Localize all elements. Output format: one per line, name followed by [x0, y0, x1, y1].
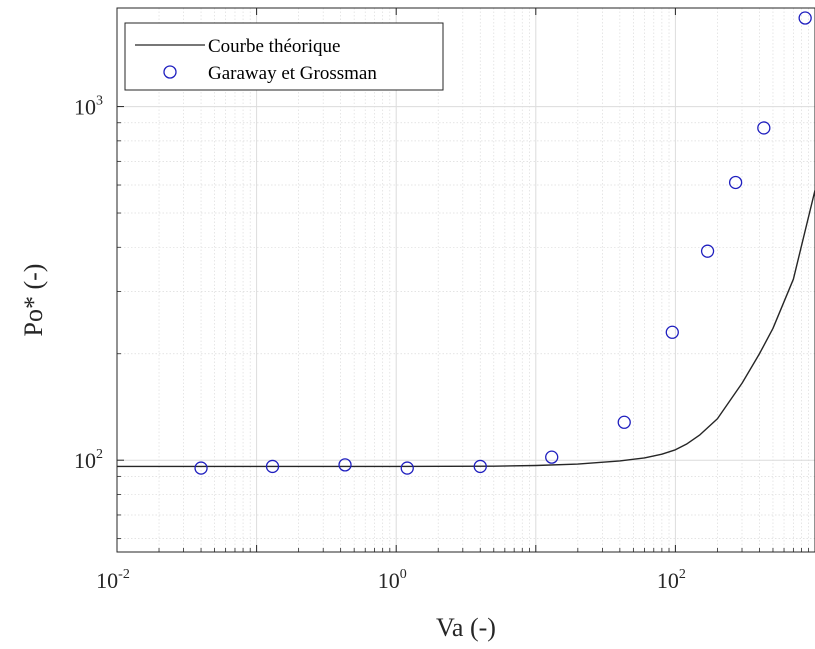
plot-background — [117, 8, 815, 552]
data-point-garaway-grossman — [338, 458, 352, 472]
legend: Courbe théorique Garaway et Grossman — [124, 22, 444, 91]
y-tick-label: 102 — [74, 447, 103, 473]
data-point-garaway-grossman — [757, 121, 771, 135]
x-tick-label: 10-2 — [96, 567, 130, 593]
data-point-garaway-grossman — [728, 175, 743, 190]
plot-frame — [116, 7, 815, 553]
y-tick-labels: 102 103 — [74, 94, 103, 474]
series-line-courbe-theorique — [117, 190, 815, 468]
data-point-garaway-grossman — [545, 450, 559, 464]
data-point-garaway-grossman — [265, 459, 280, 474]
x-tick-labels: 10-2 100 102 — [96, 567, 686, 593]
data-point-garaway-grossman — [194, 461, 208, 475]
legend-entry-garaway-et-grossman: Garaway et Grossman — [208, 63, 377, 84]
legend-marker-swatch — [163, 65, 177, 79]
legend-entry-courbe-theorique: Courbe théorique — [208, 36, 340, 57]
data-point-garaway-grossman — [700, 244, 715, 258]
series-layer — [117, 11, 815, 475]
minor-grid — [117, 8, 815, 552]
x-tick-label: 100 — [378, 567, 407, 593]
x-tick-label: 102 — [657, 567, 686, 593]
data-point-garaway-grossman — [665, 325, 679, 339]
x-axis-label: Va (-) — [436, 613, 496, 642]
y-tick-label: 103 — [74, 94, 103, 120]
axis-ticks — [116, 8, 815, 552]
data-point-garaway-grossman — [473, 459, 487, 474]
y-axis-label: Po* (-) — [19, 264, 48, 337]
legend-box — [124, 22, 444, 91]
data-point-garaway-grossman — [400, 461, 414, 475]
data-point-garaway-grossman — [798, 11, 812, 25]
data-point-garaway-grossman — [617, 415, 631, 429]
